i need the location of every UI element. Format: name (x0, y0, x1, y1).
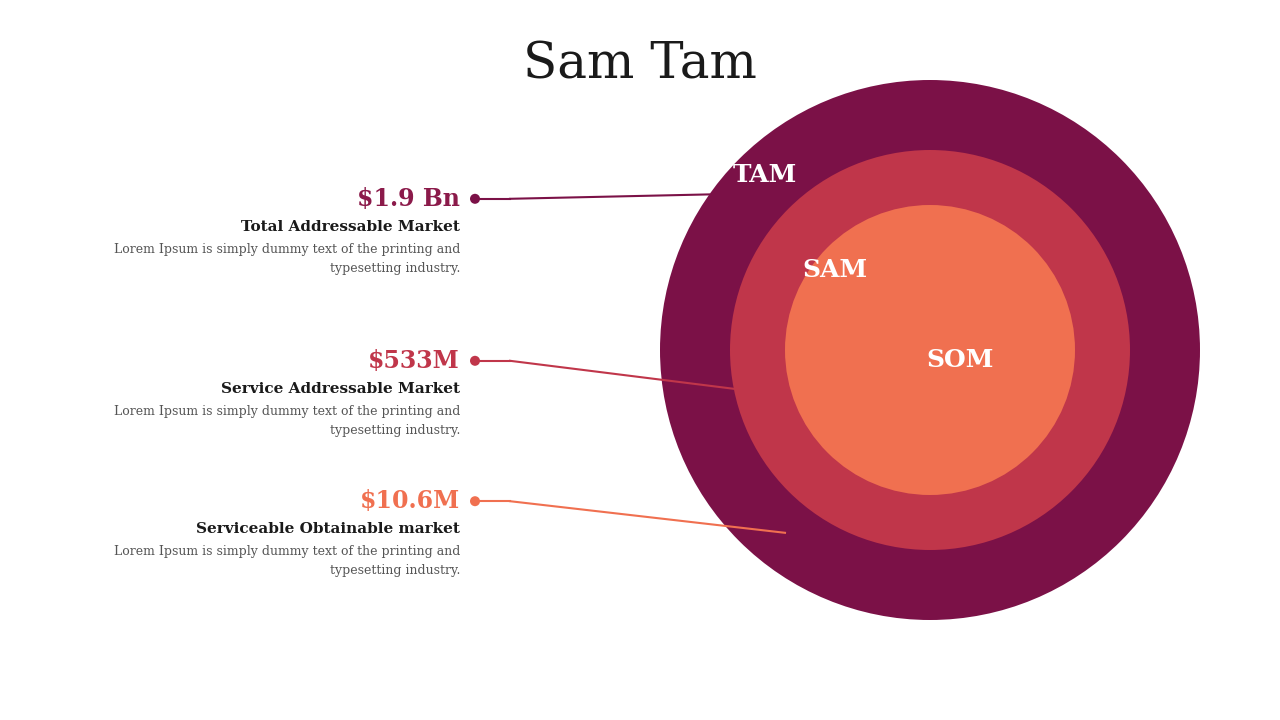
Text: SAM: SAM (803, 258, 868, 282)
Circle shape (660, 80, 1201, 620)
Circle shape (470, 496, 480, 506)
Circle shape (470, 194, 480, 204)
Text: Lorem Ipsum is simply dummy text of the printing and
typesetting industry.: Lorem Ipsum is simply dummy text of the … (114, 243, 460, 275)
Text: Lorem Ipsum is simply dummy text of the printing and
typesetting industry.: Lorem Ipsum is simply dummy text of the … (114, 545, 460, 577)
Text: $1.9 Bn: $1.9 Bn (357, 186, 460, 211)
Circle shape (785, 205, 1075, 495)
Text: SOM: SOM (927, 348, 993, 372)
Text: Lorem Ipsum is simply dummy text of the printing and
typesetting industry.: Lorem Ipsum is simply dummy text of the … (114, 405, 460, 437)
Text: Service Addressable Market: Service Addressable Market (221, 382, 460, 396)
Text: Total Addressable Market: Total Addressable Market (241, 220, 460, 234)
Text: Sam Tam: Sam Tam (524, 40, 756, 89)
Circle shape (730, 150, 1130, 550)
Text: TAM: TAM (733, 163, 797, 187)
Text: $533M: $533M (369, 348, 460, 373)
Circle shape (470, 356, 480, 366)
Text: Serviceable Obtainable market: Serviceable Obtainable market (196, 522, 460, 536)
Text: $10.6M: $10.6M (360, 489, 460, 513)
